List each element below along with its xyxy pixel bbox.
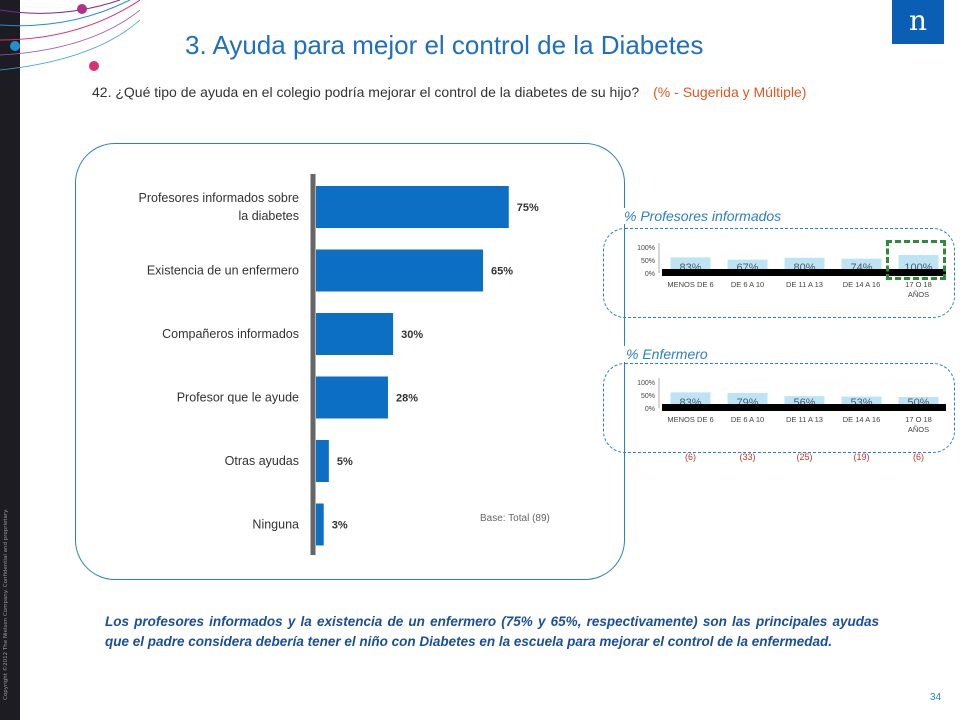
base-note: Base: Total (89)	[480, 513, 550, 524]
enfermero-frame	[603, 363, 955, 453]
question: 42. ¿Qué tipo de ayuda en el colegio pod…	[92, 84, 640, 100]
page-number: 34	[930, 692, 942, 703]
highlight-box	[886, 240, 946, 280]
slide-title: 3. Ayuda para mejor el control de la Dia…	[185, 30, 704, 60]
sample-size-label: (19)	[853, 452, 869, 462]
sample-size-label: (6)	[913, 452, 924, 462]
profesores-panel-title: % Profesores informados	[620, 208, 786, 224]
question-text: 42. ¿Qué tipo de ayuda en el colegio pod…	[92, 84, 806, 100]
profesores-frame	[603, 228, 955, 318]
logo-letter: n	[908, 4, 928, 37]
enfermero-panel-title: % Enfermero	[622, 346, 712, 362]
copyright-text: Copyright ©2012 The Nielsen Company. Con…	[3, 508, 9, 700]
nielsen-logo: n	[892, 0, 944, 44]
conclusion-text: Los profesores informados y la existenci…	[105, 614, 879, 649]
sample-size-label: (33)	[739, 452, 755, 462]
question-note: (% - Sugerida y Múltiple)	[653, 84, 807, 100]
decorative-arcs	[0, 0, 140, 71]
sample-size-label: (25)	[796, 452, 812, 462]
side-strip	[0, 0, 20, 720]
sample-size-label: (6)	[685, 452, 696, 462]
